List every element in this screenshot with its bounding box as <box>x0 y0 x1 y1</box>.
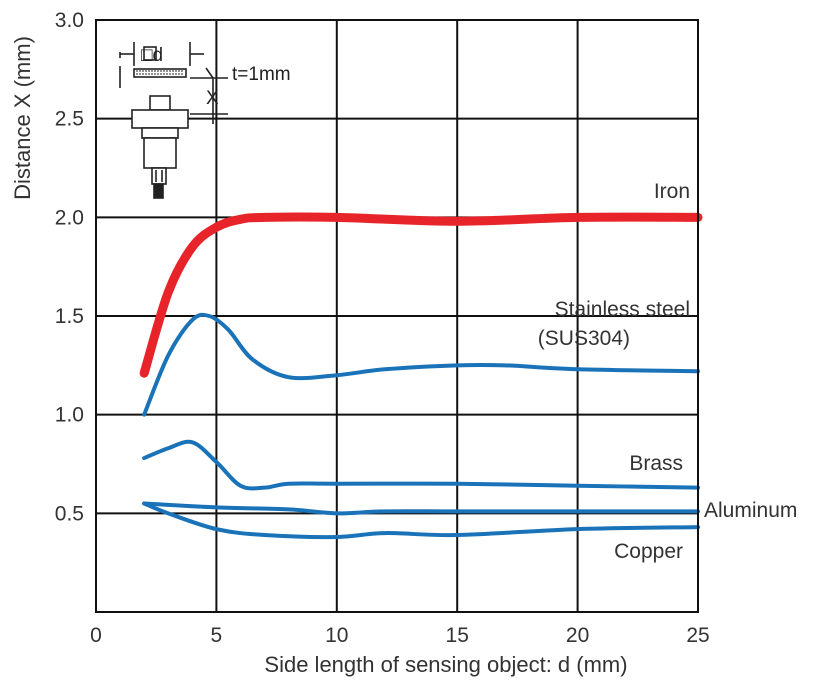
y-tick-label: 2.5 <box>55 108 84 131</box>
x-tick-label: 20 <box>566 624 589 647</box>
x-tick-label: 25 <box>686 624 709 647</box>
series-label: Iron <box>654 180 690 203</box>
plot-frame <box>95 19 699 613</box>
sensor-diagram-inset: □d t=1mm X <box>119 42 291 199</box>
thickness-label: t=1mm <box>232 64 291 85</box>
x-tick-label: 10 <box>325 624 348 647</box>
distance-label: X <box>206 88 219 109</box>
y-tick-label: 1.0 <box>55 404 84 427</box>
series-label: Stainless steel <box>555 298 690 321</box>
square-dimension-marker <box>119 42 204 66</box>
x-tick-label: 5 <box>211 624 223 647</box>
proximity-sensor-icon <box>131 95 189 199</box>
series-line-brass <box>142 439 700 491</box>
series-labels: Iron Stainless steel (SUS304) Brass Aluminum… <box>538 180 798 563</box>
x-tick-labels: 0 5 10 15 20 25 <box>90 624 710 647</box>
y-axis-title: Distance X (mm) <box>10 36 35 200</box>
series-layer <box>139 212 703 540</box>
series-label: (SUS304) <box>538 327 630 350</box>
x-tick-label: 15 <box>446 624 469 647</box>
y-tick-label: 2.0 <box>55 206 84 229</box>
series-line-aluminum <box>142 501 700 516</box>
series-label: Copper <box>614 540 683 563</box>
series-line-stainless-steel <box>142 312 700 417</box>
y-tick-label: 1.5 <box>55 305 84 328</box>
series-label: Aluminum <box>704 499 797 522</box>
x-axis-title: Side length of sensing object: d (mm) <box>264 652 627 677</box>
x-tick-label: 0 <box>90 624 102 647</box>
distance-dimension-marker <box>119 66 228 124</box>
target-plate <box>133 68 187 78</box>
y-tick-label: 3.0 <box>55 9 84 32</box>
y-tick-labels: 0.5 1.0 1.5 2.0 2.5 3.0 <box>55 9 84 525</box>
series-line-copper <box>142 501 700 540</box>
y-tick-label: 0.5 <box>55 502 84 525</box>
square-size-label: □d <box>141 45 163 66</box>
series-line-iron <box>139 212 703 378</box>
series-label: Brass <box>629 452 683 475</box>
